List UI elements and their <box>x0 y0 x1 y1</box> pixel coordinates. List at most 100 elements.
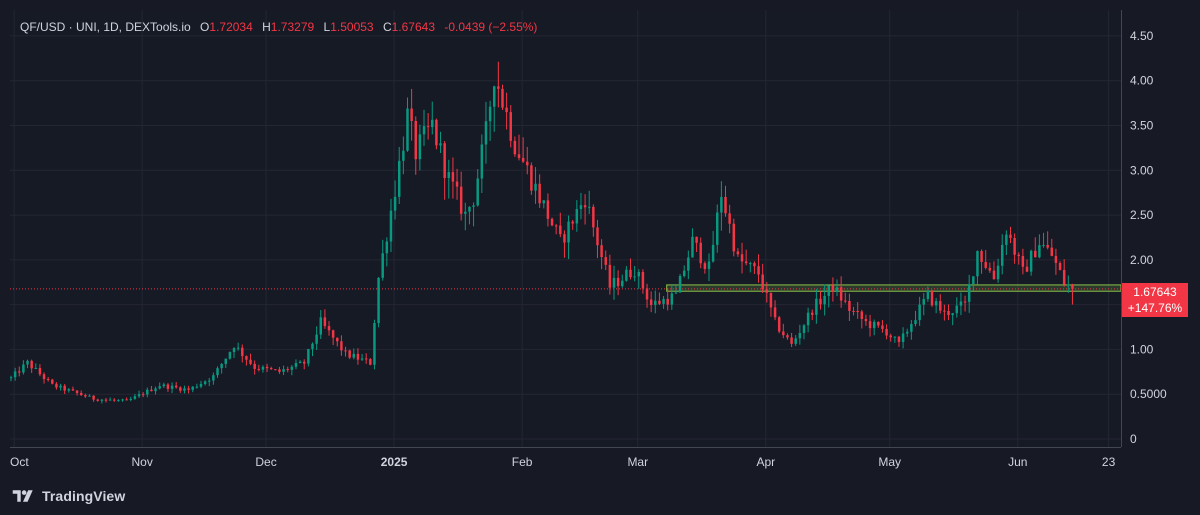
candle[interactable] <box>253 360 256 375</box>
candle[interactable] <box>113 398 116 402</box>
candle[interactable] <box>30 359 33 373</box>
candle[interactable] <box>517 134 521 161</box>
candle[interactable] <box>955 297 959 318</box>
candle[interactable] <box>856 302 859 319</box>
candle[interactable] <box>348 349 351 360</box>
candle[interactable] <box>129 396 133 402</box>
candle[interactable] <box>811 309 814 321</box>
candle[interactable] <box>459 171 463 221</box>
candle[interactable] <box>393 180 397 220</box>
candle[interactable] <box>336 337 339 347</box>
candle[interactable] <box>121 398 124 402</box>
candle[interactable] <box>1000 234 1004 275</box>
candle[interactable] <box>579 192 583 220</box>
candle[interactable] <box>257 364 261 372</box>
candle[interactable] <box>447 159 451 199</box>
candle[interactable] <box>860 309 864 329</box>
candle[interactable] <box>67 388 71 393</box>
candle[interactable] <box>604 250 607 271</box>
candle[interactable] <box>166 383 170 392</box>
candle[interactable] <box>472 202 475 227</box>
candle[interactable] <box>761 263 764 294</box>
candle[interactable] <box>236 342 240 351</box>
candle[interactable] <box>426 113 430 140</box>
candle[interactable] <box>245 355 248 366</box>
candle[interactable] <box>806 307 810 333</box>
candle[interactable] <box>385 237 389 267</box>
candle[interactable] <box>910 320 913 340</box>
candle[interactable] <box>550 217 554 227</box>
candle[interactable] <box>707 253 711 282</box>
candle[interactable] <box>592 204 595 237</box>
candle[interactable] <box>183 385 186 394</box>
candle[interactable] <box>158 382 161 390</box>
candle[interactable] <box>150 385 153 392</box>
candle[interactable] <box>241 344 244 363</box>
candle[interactable] <box>406 97 409 152</box>
candle[interactable] <box>340 335 343 356</box>
candle[interactable] <box>1071 283 1074 305</box>
candle[interactable] <box>629 258 632 280</box>
candle[interactable] <box>934 297 938 314</box>
candle[interactable] <box>484 101 488 164</box>
candle[interactable] <box>373 319 376 370</box>
candle[interactable] <box>897 335 901 347</box>
candle[interactable] <box>492 85 496 132</box>
candle[interactable] <box>794 334 797 347</box>
candle[interactable] <box>269 366 273 370</box>
candle[interactable] <box>282 365 285 376</box>
candle[interactable] <box>141 392 145 398</box>
candle[interactable] <box>108 397 112 401</box>
candle[interactable] <box>55 382 58 390</box>
candle[interactable] <box>75 390 79 396</box>
price-axis[interactable]: 0 0.5000 1.00 2.00 2.50 3.00 3.50 4.00 4.50 <box>1121 10 1191 447</box>
candle[interactable] <box>389 198 393 253</box>
candle[interactable] <box>786 333 789 340</box>
candle[interactable] <box>633 265 636 282</box>
candle[interactable] <box>687 250 690 280</box>
candle[interactable] <box>360 353 364 361</box>
candle[interactable] <box>583 194 587 225</box>
candle[interactable] <box>984 250 987 270</box>
candle[interactable] <box>864 314 868 326</box>
candle[interactable] <box>699 237 702 269</box>
candle[interactable] <box>92 395 95 402</box>
candle[interactable] <box>831 277 835 302</box>
candle[interactable] <box>658 292 661 306</box>
candle[interactable] <box>381 239 384 281</box>
candle[interactable] <box>203 380 207 386</box>
candle[interactable] <box>397 146 401 204</box>
candle[interactable] <box>835 279 839 297</box>
candle[interactable] <box>848 293 851 321</box>
candle[interactable] <box>228 351 232 360</box>
candle[interactable] <box>352 348 356 360</box>
candle[interactable] <box>513 136 517 157</box>
candle[interactable] <box>819 291 822 310</box>
candle[interactable] <box>546 193 550 227</box>
candle[interactable] <box>170 382 174 394</box>
candle[interactable] <box>596 219 599 259</box>
candle[interactable] <box>261 365 265 373</box>
candle[interactable] <box>645 283 649 308</box>
candle[interactable] <box>554 224 558 235</box>
candle[interactable] <box>992 261 996 280</box>
candle[interactable] <box>42 372 46 384</box>
candle[interactable] <box>967 274 971 313</box>
candle[interactable] <box>327 320 331 336</box>
candle[interactable] <box>530 162 533 195</box>
candle[interactable] <box>988 262 992 273</box>
candle[interactable] <box>943 304 946 321</box>
candle[interactable] <box>881 320 884 333</box>
candle[interactable] <box>439 131 442 153</box>
candle[interactable] <box>224 358 228 368</box>
candle[interactable] <box>534 167 537 204</box>
candle[interactable] <box>695 236 698 253</box>
candle[interactable] <box>980 249 983 274</box>
candle[interactable] <box>410 88 413 141</box>
candle[interactable] <box>749 261 752 273</box>
candle[interactable] <box>63 384 66 395</box>
candle[interactable] <box>369 358 372 366</box>
candle[interactable] <box>951 312 954 326</box>
candle[interactable] <box>563 230 566 258</box>
candle[interactable] <box>125 397 128 401</box>
